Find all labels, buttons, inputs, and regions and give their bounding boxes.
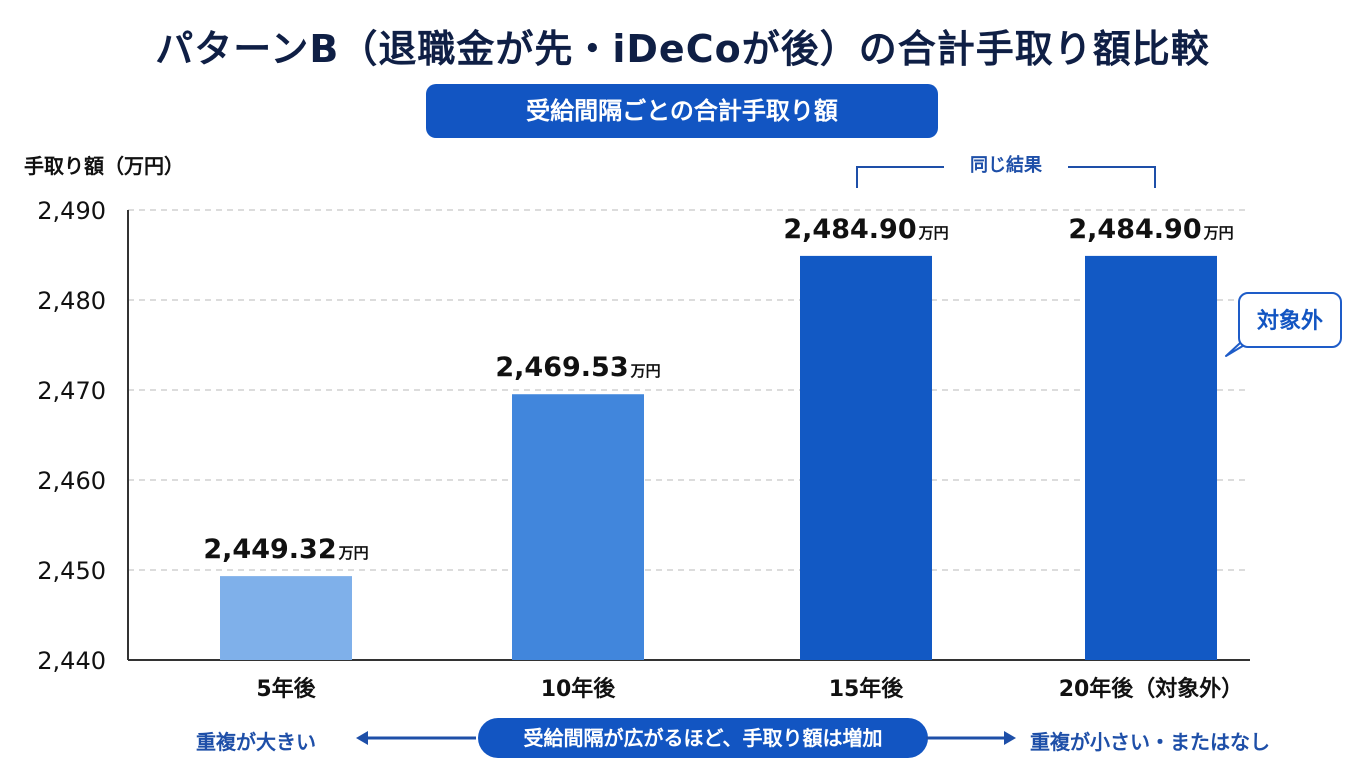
y-tick-label: 2,490 <box>37 197 106 225</box>
x-tick-label: 20年後（対象外） <box>1059 676 1244 702</box>
data-label: 2,449.32 万円 <box>203 534 368 565</box>
data-label: 2,469.53 万円 <box>495 352 660 383</box>
bottom-center-pill: 受給間隔が広がるほど、手取り額は増加 <box>478 718 928 758</box>
y-tick-label: 2,450 <box>37 557 106 585</box>
out-of-scope-callout: 対象外 <box>1238 292 1342 348</box>
chart-subtitle: 受給間隔ごとの合計手取り額 <box>426 84 938 138</box>
data-label: 2,484.90 万円 <box>1068 214 1233 245</box>
y-tick-label: 2,470 <box>37 377 106 405</box>
x-tick-label: 15年後 <box>829 676 905 702</box>
same-result-bracket: 同じ結果 <box>856 152 1156 190</box>
arrow-left-icon <box>356 731 476 745</box>
y-tick-label: 2,460 <box>37 467 106 495</box>
same-result-label: 同じ結果 <box>944 152 1068 180</box>
y-tick-label: 2,440 <box>37 647 106 675</box>
bottom-right-note: 重複が小さい・またはなし <box>1030 730 1270 754</box>
page-title: パターンB（退職金が先・iDeCoが後）の合計手取り額比較 <box>155 27 1210 71</box>
y-tick-label: 2,480 <box>37 287 106 315</box>
bar <box>220 576 352 660</box>
data-label: 2,484.90 万円 <box>783 214 948 245</box>
bottom-left-note: 重複が大きい <box>196 730 316 754</box>
x-tick-label: 5年後 <box>256 676 316 702</box>
y-axis-title: 手取り額（万円） <box>24 154 184 178</box>
bar <box>1085 255 1217 660</box>
arrow-right-icon <box>926 731 1016 745</box>
bar <box>800 255 932 660</box>
x-tick-label: 10年後 <box>541 676 617 702</box>
bar <box>512 394 644 660</box>
